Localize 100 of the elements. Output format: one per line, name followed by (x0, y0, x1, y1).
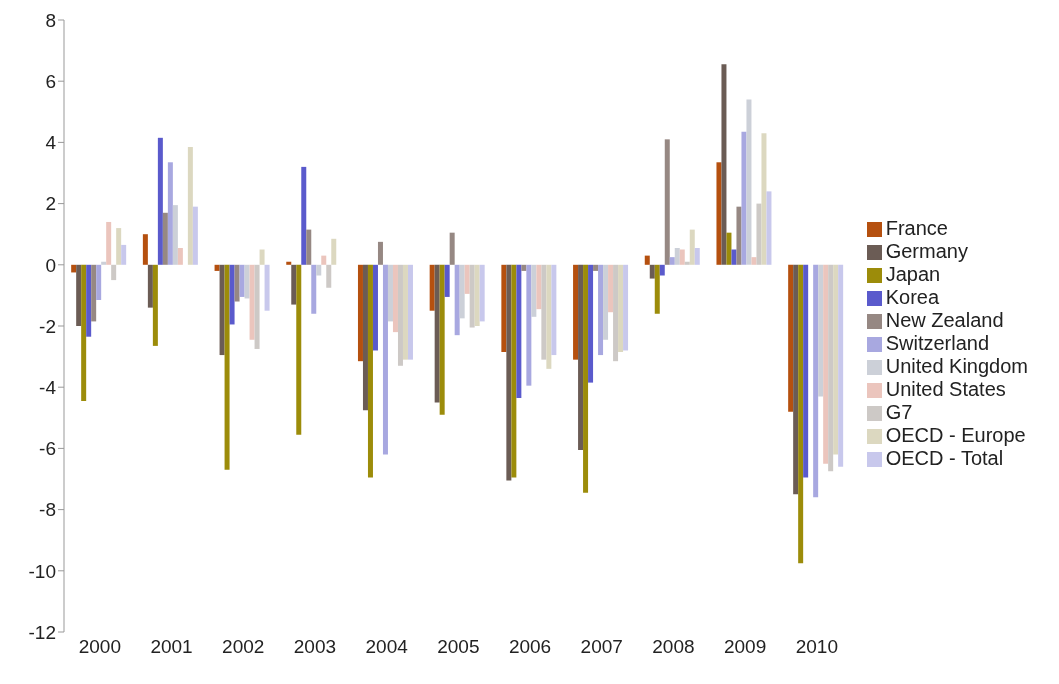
bar (694, 247, 700, 265)
bar (214, 264, 220, 271)
bar (249, 264, 255, 340)
x-tick-label: 2007 (580, 636, 623, 658)
bar (669, 257, 675, 265)
bar (813, 264, 819, 498)
bar (254, 264, 260, 349)
bar (116, 228, 122, 265)
bar (224, 264, 230, 470)
bar (833, 264, 839, 455)
legend-label: G7 (885, 400, 913, 423)
bar (593, 264, 599, 271)
bar (296, 264, 302, 435)
bar (573, 264, 579, 360)
legend-label: United Kingdom (885, 354, 1028, 377)
x-tick-label: 2006 (508, 636, 552, 658)
legend-label: United States (885, 377, 1006, 400)
legend-label: Korea (885, 285, 940, 308)
bar (434, 264, 440, 403)
bar (286, 261, 292, 265)
bar (803, 264, 809, 478)
bar (71, 264, 77, 273)
bar (439, 264, 445, 415)
bar (608, 264, 614, 313)
legend-label: OECD - Europe (885, 423, 1026, 446)
bar (674, 247, 680, 265)
bar (449, 232, 455, 265)
bar (469, 264, 475, 328)
bar (96, 264, 102, 300)
bar (613, 264, 619, 362)
bar (326, 264, 332, 288)
legend-label: Japan (885, 262, 941, 285)
bar (516, 264, 522, 398)
x-tick-label: 2000 (78, 636, 121, 658)
y-tick-label: -4 (39, 376, 57, 398)
x-tick-label: 2004 (365, 636, 409, 658)
bar (741, 131, 747, 265)
x-tick-label: 2002 (222, 636, 265, 658)
bar (818, 264, 824, 397)
bar (793, 264, 799, 495)
bar (121, 244, 127, 265)
bar (838, 264, 844, 467)
bar (679, 249, 685, 265)
y-tick-label: 4 (45, 132, 57, 154)
bar (726, 232, 732, 265)
bar (751, 257, 757, 265)
bar (603, 264, 609, 340)
bar (306, 229, 312, 265)
y-tick-label: -6 (39, 438, 56, 460)
bar (321, 255, 327, 265)
bar (664, 139, 670, 265)
bar (331, 238, 337, 265)
bar (301, 166, 307, 265)
bar (459, 264, 465, 319)
legend-label: Switzerland (885, 331, 990, 354)
bar (736, 206, 742, 265)
bar (474, 264, 480, 326)
x-tick-label: 2001 (150, 636, 193, 658)
x-tick-label: 2008 (652, 636, 695, 658)
bar (76, 264, 82, 326)
bar (511, 264, 517, 478)
bar (147, 264, 153, 308)
y-tick-label: 2 (45, 193, 56, 215)
bar (106, 221, 112, 265)
bar (111, 264, 117, 281)
bar (761, 133, 767, 265)
bar (291, 264, 297, 305)
bar (367, 264, 373, 478)
bar (387, 264, 393, 322)
legend-label: New Zealand (885, 308, 1004, 331)
bar (788, 264, 794, 412)
x-tick-label: 2005 (437, 636, 480, 658)
bar (91, 264, 97, 322)
bar (588, 264, 594, 383)
bar (798, 264, 804, 564)
y-tick-label: -12 (28, 621, 56, 643)
bar (654, 264, 660, 314)
bar (316, 264, 322, 276)
x-tick-label: 2003 (293, 636, 337, 658)
bar (531, 264, 537, 317)
bar (766, 191, 772, 265)
bar (392, 264, 398, 333)
bar (152, 264, 158, 346)
bar (454, 264, 460, 336)
bar (244, 264, 250, 299)
bar (536, 264, 542, 310)
bar (429, 264, 435, 311)
bar (167, 162, 173, 265)
bar (583, 264, 589, 493)
bar (501, 264, 507, 353)
bar (551, 264, 557, 356)
y-tick-label: -10 (28, 560, 56, 582)
bar (756, 203, 762, 265)
bar (372, 264, 378, 351)
y-tick-label: -2 (39, 315, 56, 337)
legend-label: OECD - Total (885, 446, 1004, 469)
bar (823, 264, 829, 464)
bar (402, 264, 408, 360)
bar (578, 264, 584, 450)
bar (464, 264, 470, 294)
